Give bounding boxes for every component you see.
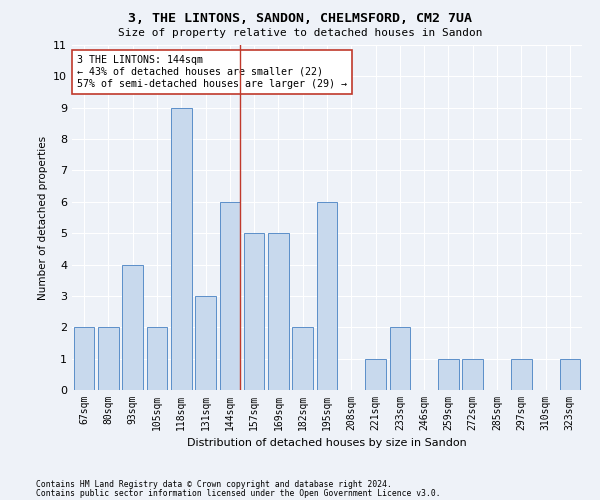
Bar bbox=[244, 233, 265, 390]
Bar bbox=[389, 328, 410, 390]
Text: Contains public sector information licensed under the Open Government Licence v3: Contains public sector information licen… bbox=[36, 488, 440, 498]
Text: 3 THE LINTONS: 144sqm
← 43% of detached houses are smaller (22)
57% of semi-deta: 3 THE LINTONS: 144sqm ← 43% of detached … bbox=[77, 56, 347, 88]
Bar bbox=[98, 328, 119, 390]
Bar bbox=[74, 328, 94, 390]
Bar bbox=[220, 202, 240, 390]
Bar bbox=[463, 358, 483, 390]
Bar bbox=[317, 202, 337, 390]
Text: Size of property relative to detached houses in Sandon: Size of property relative to detached ho… bbox=[118, 28, 482, 38]
Bar bbox=[122, 264, 143, 390]
Bar bbox=[146, 328, 167, 390]
Y-axis label: Number of detached properties: Number of detached properties bbox=[38, 136, 47, 300]
Text: Contains HM Land Registry data © Crown copyright and database right 2024.: Contains HM Land Registry data © Crown c… bbox=[36, 480, 392, 489]
Text: 3, THE LINTONS, SANDON, CHELMSFORD, CM2 7UA: 3, THE LINTONS, SANDON, CHELMSFORD, CM2 … bbox=[128, 12, 472, 26]
Bar bbox=[365, 358, 386, 390]
Bar bbox=[195, 296, 216, 390]
Bar bbox=[511, 358, 532, 390]
Bar bbox=[268, 233, 289, 390]
Bar bbox=[560, 358, 580, 390]
Bar bbox=[171, 108, 191, 390]
X-axis label: Distribution of detached houses by size in Sandon: Distribution of detached houses by size … bbox=[187, 438, 467, 448]
Bar bbox=[292, 328, 313, 390]
Bar bbox=[438, 358, 459, 390]
